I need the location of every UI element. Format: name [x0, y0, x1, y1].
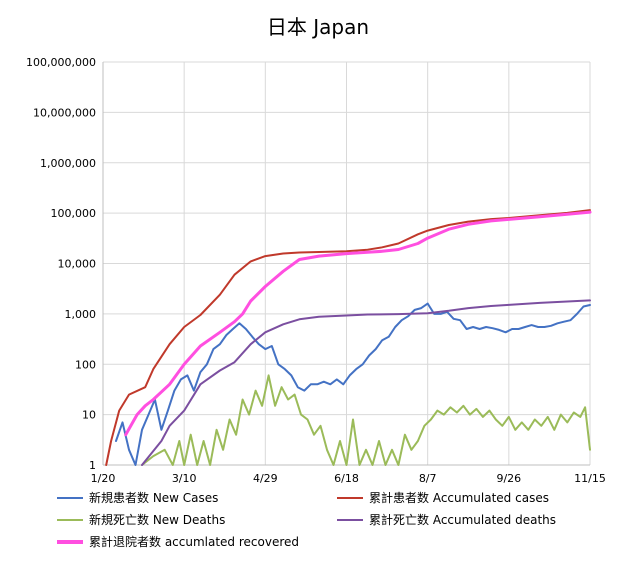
series-line-new-cases [115, 302, 591, 466]
x-tick-label: 9/26 [496, 472, 521, 485]
series-line-accumulated-deaths [141, 299, 591, 466]
y-tick-label: 100,000,000 [26, 56, 96, 69]
y-tick-label: 100,000 [51, 207, 97, 220]
y-tick-label: 100 [75, 358, 96, 371]
y-tick-label: 1,000,000 [40, 157, 96, 170]
series-lines [105, 209, 592, 466]
x-tick-label: 6/18 [334, 472, 359, 485]
y-tick-label: 10,000 [58, 258, 97, 271]
series-line-accumulated-cases [105, 209, 591, 466]
y-tick-label: 1 [89, 459, 96, 472]
x-tick-label: 1/20 [91, 472, 116, 485]
y-tick-label: 10 [82, 409, 96, 422]
y-tick-label: 10,000,000 [33, 106, 96, 119]
x-tick-label: 11/15 [574, 472, 606, 485]
x-tick-label: 8/7 [419, 472, 437, 485]
series-line-accumlated-recovered [124, 210, 592, 437]
x-tick-label: 4/29 [253, 472, 278, 485]
grid [102, 61, 591, 466]
chart-title: 日本 Japan [267, 15, 369, 39]
y-tick-label: 1,000 [65, 308, 97, 321]
series-line-new-deaths [141, 374, 591, 466]
axes: 1 10 100 1,000 10,000 100,000 1,000,000 10,000,… [26, 56, 606, 485]
x-tick-label: 3/10 [172, 472, 197, 485]
